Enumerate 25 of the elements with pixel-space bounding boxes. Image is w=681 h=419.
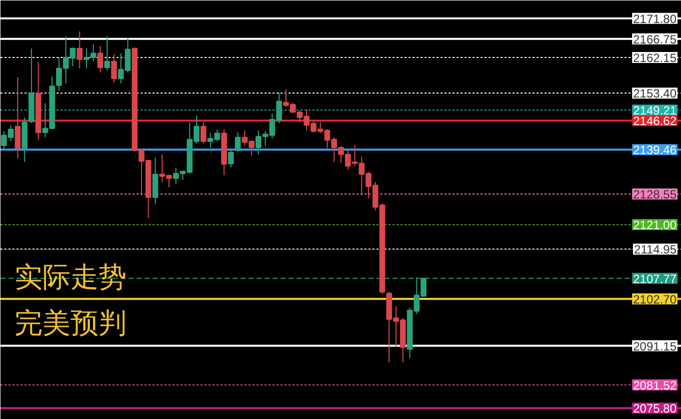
y-tick-label: 2114.95 bbox=[634, 242, 677, 257]
y-tick-label: 2171.80 bbox=[633, 12, 677, 26]
y-tick-label: 2162.15 bbox=[633, 51, 677, 66]
y-tick-label: 2102.70 bbox=[633, 292, 677, 306]
y-tick-label: 2128.55 bbox=[633, 187, 677, 202]
y-tick-label: 2081.52 bbox=[633, 378, 677, 392]
y-tick-label: 2075.80 bbox=[633, 402, 677, 416]
candlestick bbox=[228, 148, 234, 168]
y-tick-label: 2166.75 bbox=[633, 32, 677, 46]
candlestick bbox=[76, 30, 83, 69]
candlestick bbox=[14, 76, 21, 159]
annotation: 完美预判 bbox=[14, 306, 126, 340]
y-tick-label: 2149.21 bbox=[633, 104, 677, 118]
candlestick bbox=[111, 54, 117, 84]
y-tick-label: 2153.40 bbox=[633, 86, 677, 101]
y-tick-label: 2091.15 bbox=[633, 339, 677, 354]
candlestick bbox=[104, 36, 110, 71]
candlestick bbox=[152, 157, 158, 205]
candlestick bbox=[234, 132, 241, 152]
y-tick-label: 2146.62 bbox=[633, 114, 677, 128]
candlestick bbox=[200, 122, 206, 144]
y-tick-label: 2121.00 bbox=[633, 218, 677, 232]
y-tick-label: 2107.77 bbox=[633, 272, 677, 286]
y-tick-label: 2139.46 bbox=[633, 143, 677, 158]
candlestick bbox=[97, 45, 104, 73]
